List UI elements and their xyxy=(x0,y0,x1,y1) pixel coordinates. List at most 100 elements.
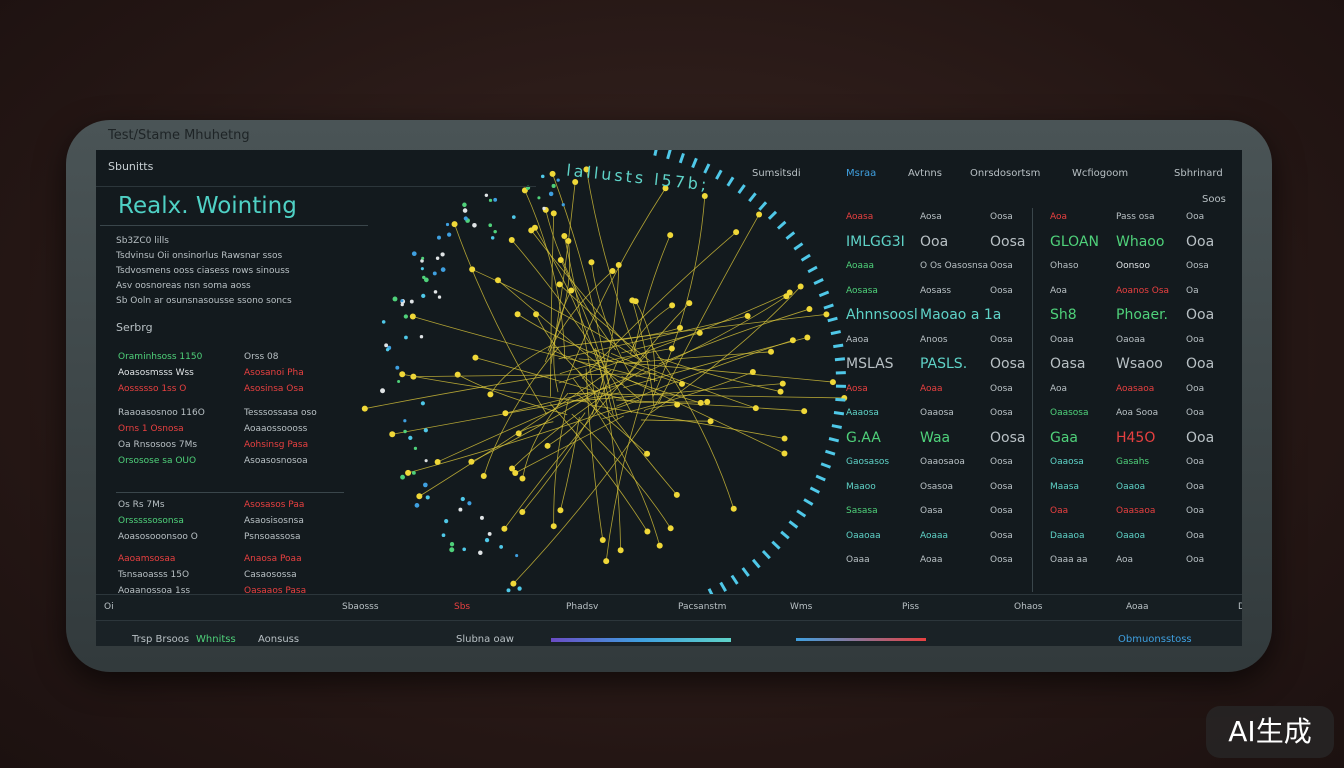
dot xyxy=(449,547,455,553)
dot xyxy=(409,299,414,304)
ring-tick xyxy=(737,184,746,195)
node xyxy=(557,256,564,263)
dot xyxy=(420,259,424,263)
node xyxy=(487,391,494,398)
dot xyxy=(490,236,495,240)
node xyxy=(557,507,564,514)
dot xyxy=(413,446,418,451)
ring-tick xyxy=(793,242,804,251)
dot xyxy=(385,347,390,352)
table-cell: Oonsoo xyxy=(1116,261,1150,271)
node xyxy=(656,542,663,549)
table-cell: G.AA xyxy=(846,429,881,446)
node xyxy=(667,525,674,532)
ring-tick xyxy=(771,540,781,550)
edge xyxy=(560,416,580,511)
table-cell: Ooa xyxy=(1186,457,1205,467)
nav-tab[interactable]: Avtnns xyxy=(908,168,942,179)
status-item: Sbaosss xyxy=(342,602,379,612)
node xyxy=(632,298,639,305)
node xyxy=(510,580,517,587)
nav-tab[interactable]: Onrsdosortsm xyxy=(970,168,1041,179)
table-cell: Aoa xyxy=(1050,383,1068,394)
table-cell: Ooa xyxy=(1186,555,1205,565)
table-cell: Oa xyxy=(1186,285,1199,296)
table-cell: Oosa xyxy=(990,457,1013,467)
node xyxy=(704,398,711,405)
edge xyxy=(483,347,559,477)
ring-tick xyxy=(815,474,826,482)
node xyxy=(781,450,788,457)
dot xyxy=(561,203,565,207)
dot xyxy=(487,531,492,536)
divider xyxy=(116,492,344,493)
table-cell: Whaoo xyxy=(1116,233,1165,250)
node xyxy=(701,193,708,200)
edge xyxy=(513,392,664,584)
sidebar-cell: Asosinsa Osa xyxy=(244,384,304,394)
dot xyxy=(462,202,467,208)
edge xyxy=(621,376,785,454)
edge xyxy=(559,284,651,362)
table-cell: Oosa xyxy=(990,429,1026,446)
footer-item[interactable]: Aonsuss xyxy=(258,634,300,645)
dot xyxy=(437,295,442,299)
sidebar-cell: Aoaanossoa 1ss xyxy=(118,586,191,596)
table-cell: Aoasa xyxy=(846,212,874,222)
dot xyxy=(403,429,407,434)
node xyxy=(806,306,813,313)
table-cell: Aoaaa xyxy=(846,261,875,271)
nav-tab[interactable]: Msraa xyxy=(846,168,877,179)
dot xyxy=(403,419,407,423)
table-cell: Oaaa aa xyxy=(1050,555,1088,565)
dot xyxy=(420,267,424,271)
status-item: Oi xyxy=(104,602,114,612)
footer-item[interactable]: Whnitss xyxy=(196,634,236,645)
node xyxy=(756,211,763,218)
table-cell: Ooa xyxy=(1186,307,1215,323)
footer-item[interactable]: Trsp Brsoos xyxy=(132,634,190,645)
footer-item[interactable]: Slubna oaw xyxy=(456,634,514,645)
dot xyxy=(479,515,484,520)
node xyxy=(662,185,669,192)
edge xyxy=(650,286,801,414)
edge xyxy=(497,279,642,401)
sidebar-cell: Casaosossa xyxy=(244,570,297,580)
node xyxy=(669,302,676,309)
node xyxy=(509,465,516,472)
dot xyxy=(422,275,426,280)
edge xyxy=(595,347,622,551)
edge xyxy=(593,348,683,385)
node xyxy=(674,401,681,408)
edge xyxy=(577,370,678,496)
intro-line: Sb3ZC0 lills xyxy=(116,236,169,246)
nav-tab[interactable]: Soos xyxy=(1202,194,1226,205)
ring-tick xyxy=(803,498,814,506)
sidebar-cell: Asosanoi Pha xyxy=(244,368,304,378)
dot xyxy=(449,542,455,547)
edge xyxy=(471,387,604,463)
nav-tab[interactable]: Wcfiogoom xyxy=(1072,168,1129,179)
table-cell: Aoanos Osa xyxy=(1116,285,1170,296)
node xyxy=(565,237,572,244)
nav-tab[interactable]: Sbhrinard xyxy=(1174,168,1223,179)
node xyxy=(399,371,406,378)
dot xyxy=(444,519,449,524)
nav-tab[interactable]: Sumsitsdi xyxy=(752,168,801,179)
ring-tick xyxy=(761,549,771,560)
ring-tick xyxy=(823,303,834,310)
sidebar-cell: Orss 08 xyxy=(244,352,279,362)
edge xyxy=(616,339,794,407)
table-cell: Aosass xyxy=(920,285,952,296)
dot xyxy=(440,252,445,257)
sidebar-cell: Oa Rnsosoos 7Ms xyxy=(118,440,198,450)
node xyxy=(468,458,475,465)
edge xyxy=(658,214,760,404)
node xyxy=(533,311,540,318)
edge xyxy=(616,399,805,412)
table-cell: IMLGG3I xyxy=(846,233,905,250)
table-cell: Ooa xyxy=(1186,356,1215,372)
footer-item[interactable]: Obmuonsstoss xyxy=(1118,634,1192,645)
node xyxy=(777,388,784,395)
node xyxy=(502,410,509,417)
